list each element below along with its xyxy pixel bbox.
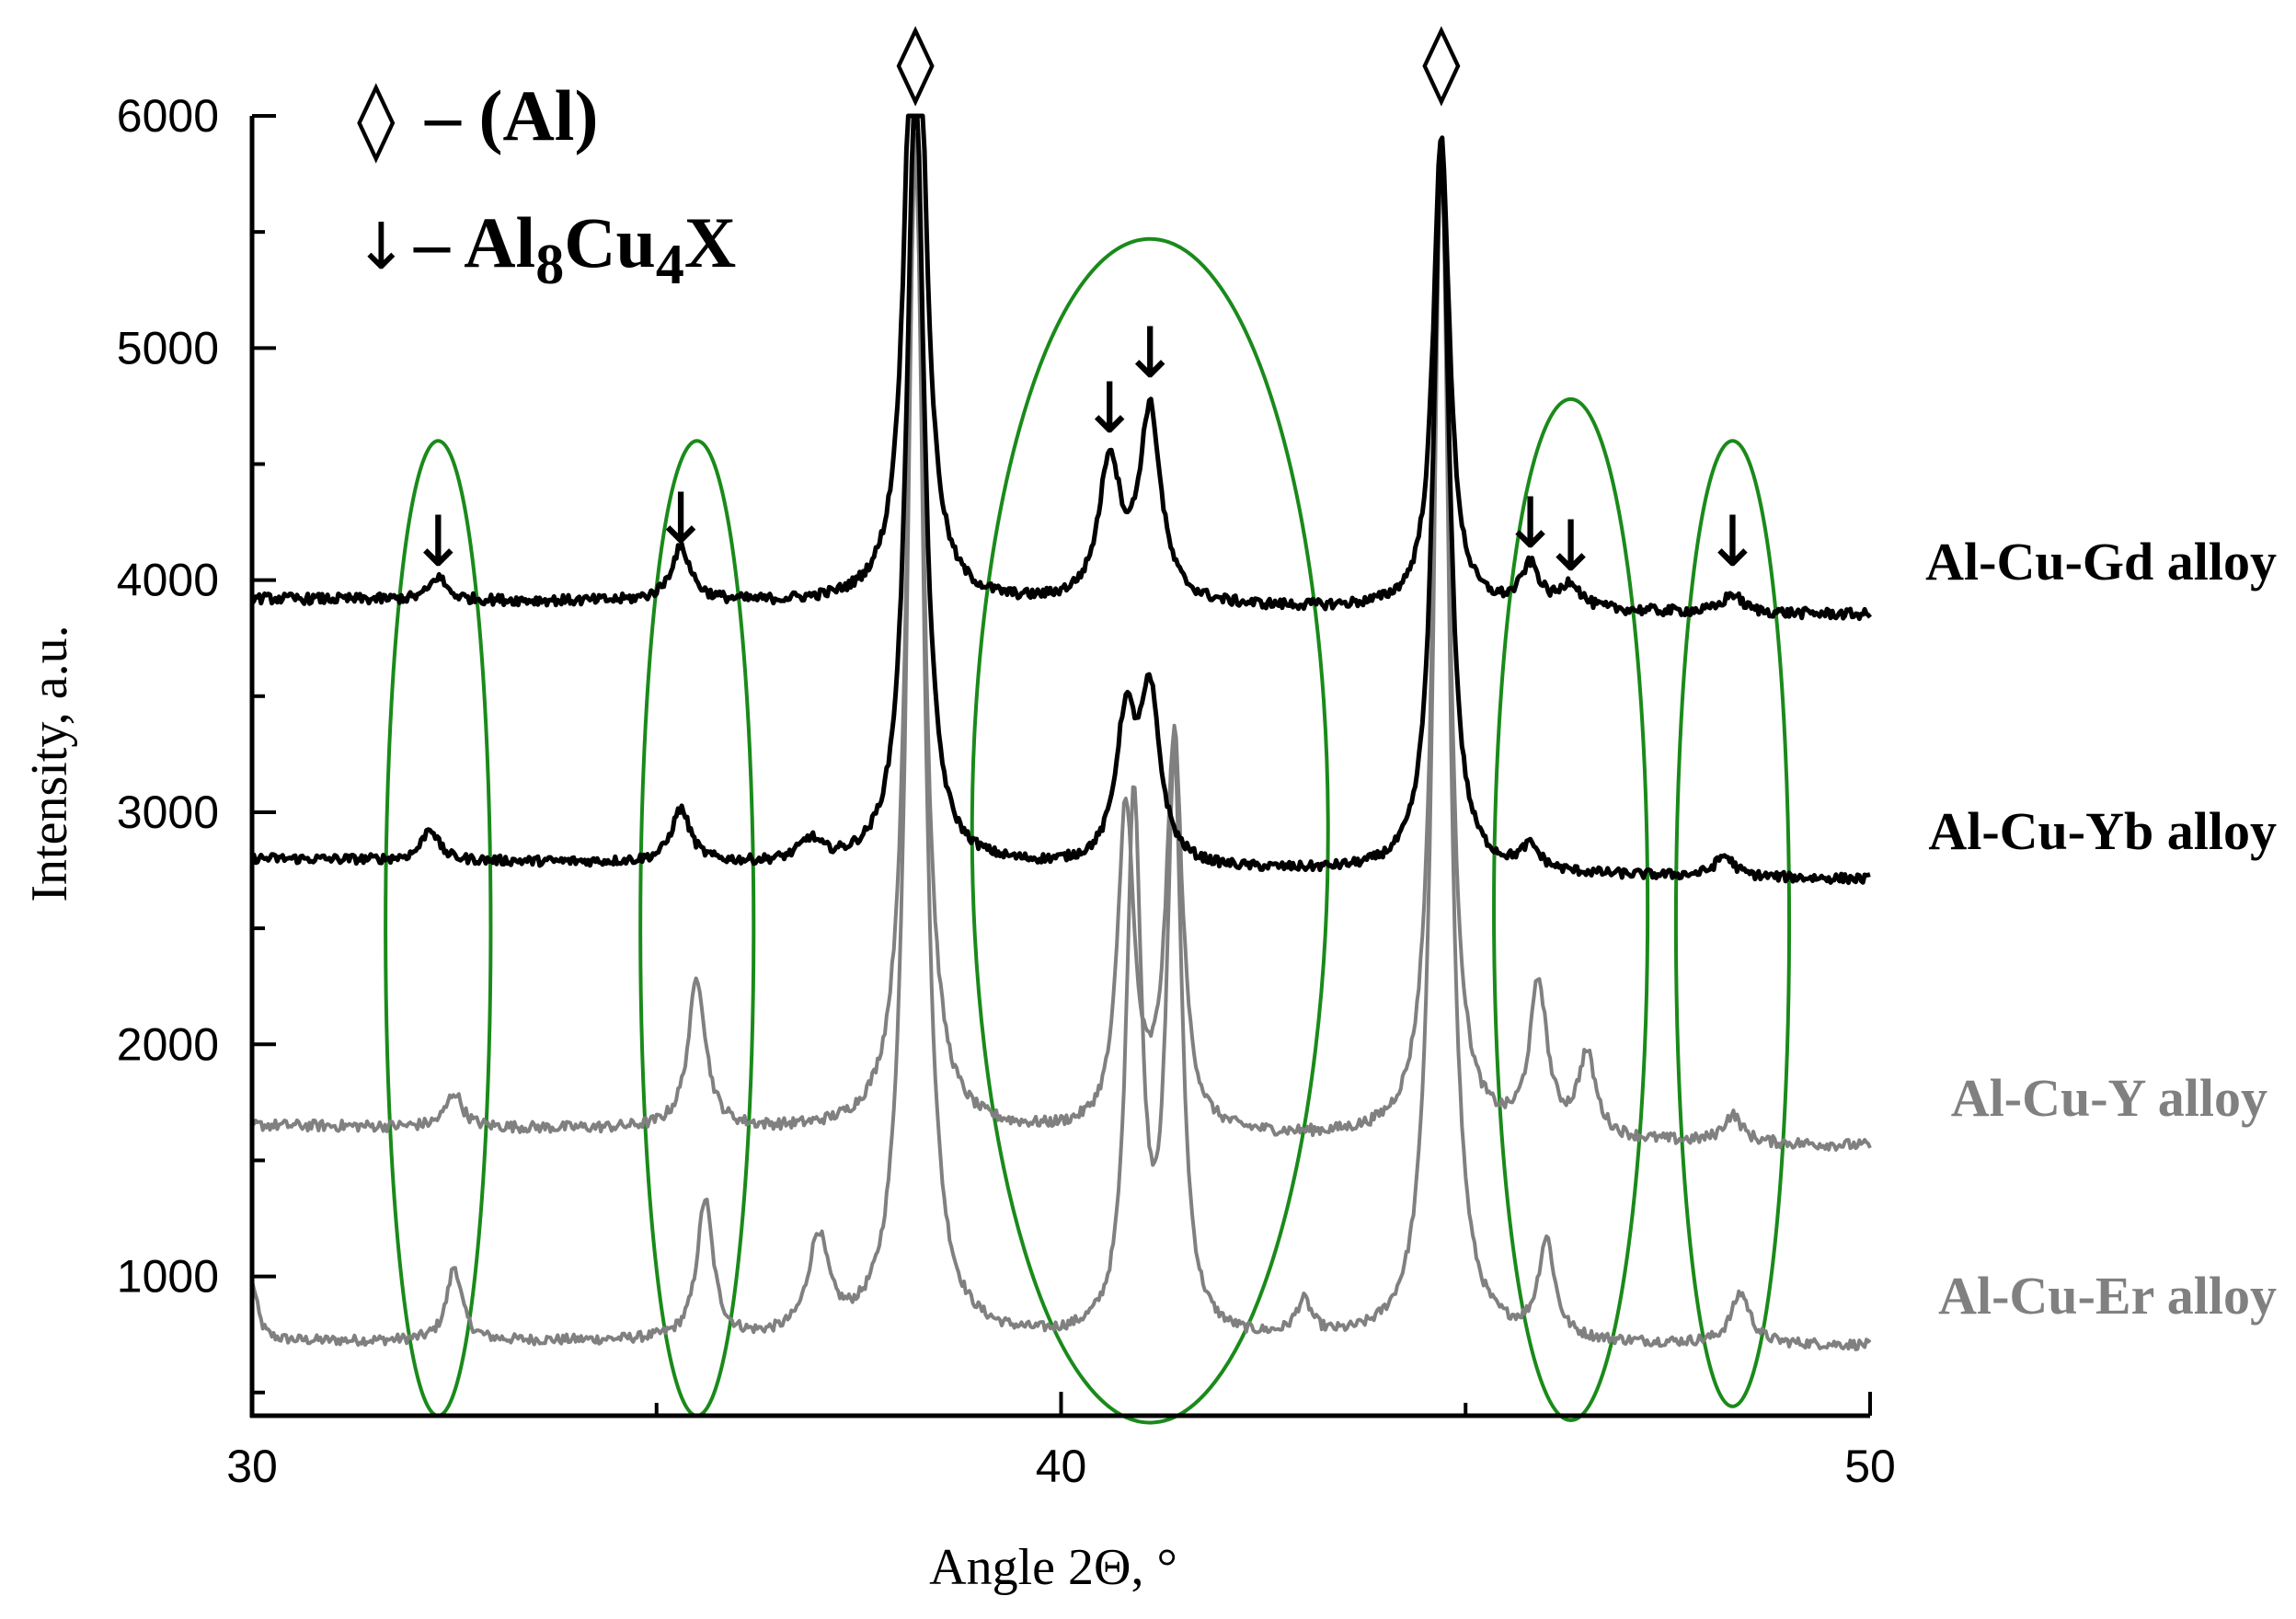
y-tick-label: 6000 xyxy=(117,90,219,142)
legend-al-text: – (Al) xyxy=(424,75,598,155)
series-lines xyxy=(250,113,1872,1351)
legend-phase-text: – Al8Cu4X xyxy=(413,202,736,296)
arrow-marker: ↓ xyxy=(1704,500,1762,582)
legend-al-symbol: ◊ xyxy=(357,74,396,164)
x-tick-label: 30 xyxy=(226,1441,278,1492)
y-tick-label: 2000 xyxy=(117,1018,219,1070)
x-tick-label: 40 xyxy=(1036,1441,1087,1492)
arrow-marker: ↓ xyxy=(651,477,710,559)
series-line-3 xyxy=(250,132,1872,1351)
legend-phase-prefix: – Al xyxy=(413,202,535,282)
series-label-yb: Al-Cu-Yb alloy xyxy=(1928,801,2277,861)
arrow-marker: ↓ xyxy=(1501,482,1560,564)
y-tick-label: 3000 xyxy=(117,787,219,838)
legend-phase-suffix: X xyxy=(684,202,736,282)
arrow-marker: ↓ xyxy=(1080,367,1139,449)
series-labels: Al-Cu-Gd alloy Al-Cu-Yb alloy Al-Cu-Y al… xyxy=(1925,532,2277,1326)
legend-arrow-symbol: ↓ xyxy=(354,209,408,284)
arrow-marker: ↓ xyxy=(1542,505,1601,587)
highlight-ellipse xyxy=(970,236,1330,1425)
y-tick-label: 1000 xyxy=(117,1251,219,1303)
y-tick-label: 4000 xyxy=(117,555,219,606)
series-label-er: Al-Cu-Er alloy xyxy=(1938,1266,2277,1326)
x-tick-label: 50 xyxy=(1844,1441,1896,1492)
arrow-marker: ↓ xyxy=(1120,312,1179,394)
highlight-ellipse xyxy=(1492,396,1650,1423)
legend-phase-sub1: 8 xyxy=(535,234,564,296)
highlight-ellipse xyxy=(1673,439,1792,1408)
ticks: 1000 2000 3000 4000 5000 6000 30 40 50 xyxy=(117,90,1896,1492)
series-label-gd: Al-Cu-Gd alloy xyxy=(1925,532,2277,591)
diamond-marker: ◊ xyxy=(1422,17,1461,107)
highlight-ellipse xyxy=(384,439,493,1418)
series-line-0 xyxy=(250,113,1872,622)
series-label-y: Al-Cu-Y alloy xyxy=(1951,1068,2267,1128)
legend-phase-mid: Cu xyxy=(564,202,656,282)
arrow-marker: ↓ xyxy=(408,500,467,582)
legend: ◊ – (Al) ↓ – Al8Cu4X xyxy=(354,74,736,296)
y-tick-label: 5000 xyxy=(117,322,219,373)
series-line-2 xyxy=(250,160,1872,1152)
peak-markers: ◊ ◊↓ ↓↓↓↓↓ ↓ xyxy=(408,17,1762,587)
diamond-marker: ◊ xyxy=(896,17,935,107)
legend-phase-sub2: 4 xyxy=(656,234,684,296)
series-line-1 xyxy=(251,113,1871,886)
axes xyxy=(249,116,1870,1418)
x-axis-title: Angle 2Θ, ° xyxy=(929,1539,1177,1596)
y-axis-title: Intensity, a.u. xyxy=(21,625,78,901)
